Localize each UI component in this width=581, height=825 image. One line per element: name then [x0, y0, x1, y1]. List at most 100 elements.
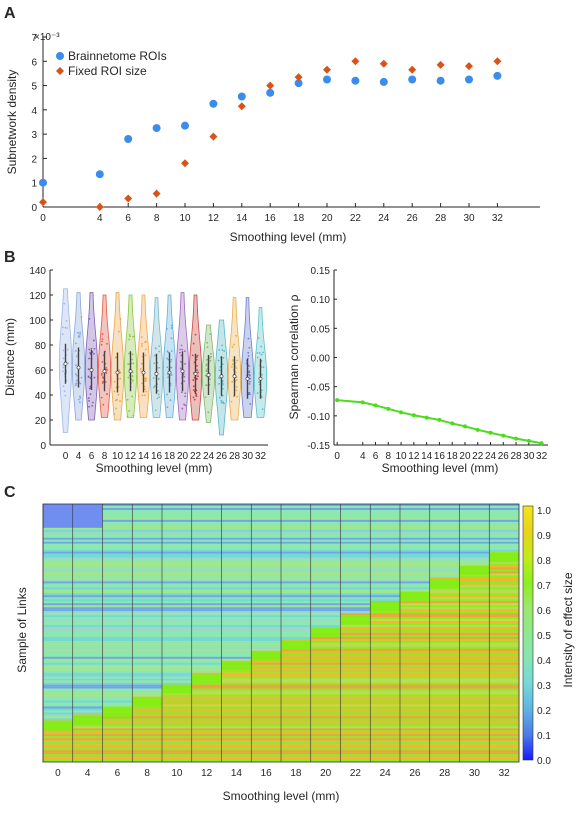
- heatmap-cell: [370, 589, 401, 592]
- heatmap-cell: [370, 561, 401, 564]
- heatmap-cell: [162, 603, 192, 606]
- heatmap-cell: [72, 640, 103, 644]
- data-point: [488, 430, 493, 435]
- heatmap-cell: [489, 720, 520, 723]
- heatmap-cell: [191, 646, 222, 650]
- heatmap-cell: [370, 668, 401, 671]
- x-tick-label: 16: [434, 451, 446, 462]
- violin-point: [157, 377, 160, 380]
- heatmap-cell: [459, 706, 490, 709]
- heatmap-cell: [191, 563, 222, 566]
- heatmap-cell: [162, 742, 192, 745]
- violin-point: [113, 413, 116, 415]
- heatmap-cell: [400, 646, 430, 650]
- x-tick-label: 16: [151, 451, 163, 462]
- heatmap-cell: [221, 756, 252, 759]
- heatmap-cell: [370, 756, 401, 759]
- violin-point: [128, 409, 131, 412]
- heatmap-cell: [132, 660, 163, 663]
- heatmap-cell: [400, 746, 430, 749]
- heatmap-cell: [102, 690, 133, 693]
- heatmap-cell: [162, 549, 192, 552]
- colorbar-tick-label: 0.5: [537, 631, 551, 642]
- heatmap-cell: [281, 585, 311, 588]
- heatmap-cell: [132, 551, 163, 554]
- heatmap-cell: [191, 535, 222, 538]
- violin-point: [256, 356, 259, 359]
- heatmap-cell: [310, 531, 341, 534]
- heatmap-cell: [370, 579, 401, 582]
- heatmap-cell: [43, 627, 73, 630]
- heatmap-cell: [221, 609, 252, 612]
- heatmap-cell: [340, 577, 371, 580]
- heatmap-cell: [400, 531, 430, 534]
- heatmap-cell: [43, 734, 73, 737]
- heatmap-cell: [459, 680, 490, 683]
- heatmap-cell: [102, 515, 133, 519]
- heatmap-cell: [340, 563, 371, 566]
- heatmap-cell: [43, 674, 73, 677]
- heatmap-cell: [102, 593, 133, 596]
- heatmap-cell: [310, 680, 341, 683]
- heatmap-column: [221, 504, 252, 763]
- heatmap-cell: [281, 690, 311, 693]
- heatmap-cell: [370, 571, 401, 574]
- violin-point: [117, 393, 120, 396]
- heatmap-cell: [132, 591, 163, 594]
- x-axis-label: Smoothing level (mm): [223, 789, 340, 803]
- heatmap-cell: [429, 708, 460, 711]
- heatmap-cell: [102, 569, 133, 572]
- heatmap-cell: [132, 545, 163, 548]
- heatmap-cell: [102, 617, 133, 620]
- heatmap-cell: [132, 575, 163, 578]
- heatmap-cell: [221, 690, 252, 693]
- data-point: [450, 421, 455, 426]
- heatmap-cell: [310, 694, 341, 697]
- heatmap-cell: [72, 623, 103, 626]
- x-tick-label: 22: [190, 451, 202, 462]
- heatmap-cell: [459, 666, 490, 669]
- heatmap-cell: [489, 692, 520, 695]
- violin-point: [233, 343, 235, 346]
- heatmap-cell: [370, 658, 401, 661]
- heatmap-cell: [459, 634, 490, 638]
- heatmap-cell: [310, 591, 341, 594]
- violin-point: [165, 327, 168, 330]
- heatmap-cell: [43, 648, 73, 652]
- heatmap-cell: [340, 692, 371, 695]
- heatmap-cell: [310, 541, 341, 544]
- heatmap-cell: [370, 573, 401, 576]
- heatmap-cell: [43, 700, 73, 703]
- heatmap-cell: [102, 611, 133, 614]
- heatmap-cell: [459, 700, 490, 703]
- heatmap-cell: [310, 515, 341, 519]
- heatmap-cell: [340, 750, 371, 753]
- heatmap-cell: [72, 700, 103, 703]
- heatmap-cell: [489, 613, 520, 616]
- heatmap-cell: [489, 734, 520, 737]
- heatmap-cell: [132, 633, 163, 636]
- x-tick-label: 20: [321, 213, 333, 224]
- heatmap-cell: [370, 708, 401, 711]
- heatmap-cell: [459, 525, 490, 529]
- violin-point: [132, 335, 134, 338]
- heatmap-cell: [400, 690, 430, 693]
- heatmap-cell: [281, 726, 311, 729]
- heatmap-cell: [132, 722, 163, 725]
- heatmap-cell: [191, 738, 222, 741]
- heatmap-cell: [370, 734, 401, 737]
- heatmap-cell: [132, 569, 163, 572]
- heatmap-cell: [132, 708, 163, 711]
- heatmap-cell: [132, 636, 163, 640]
- x-tick-label: 4: [97, 213, 103, 224]
- heatmap-cell: [459, 728, 490, 731]
- violin-point: [196, 364, 198, 367]
- heatmap-cell: [429, 664, 460, 667]
- heatmap-cell: [489, 625, 520, 628]
- x-tick-label: 10: [112, 451, 124, 462]
- heatmap-column: [370, 504, 401, 763]
- heatmap-cell: [43, 527, 73, 530]
- heatmap-cell: [102, 531, 133, 534]
- violin-point: [63, 390, 66, 392]
- heatmap-cell: [429, 680, 460, 683]
